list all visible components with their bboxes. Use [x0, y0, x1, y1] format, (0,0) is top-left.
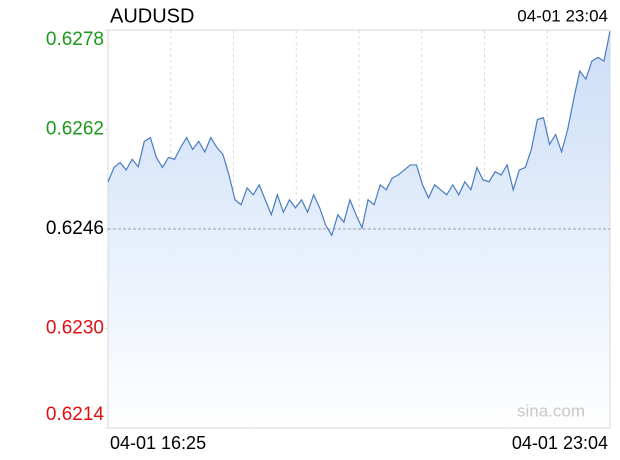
y-tick-label: 0.6262 — [46, 119, 104, 140]
y-tick-label: 0.6214 — [46, 404, 105, 425]
y-tick-label: 0.6246 — [46, 218, 104, 239]
timestamp: 04-01 23:04 — [517, 6, 608, 25]
price-line — [107, 31, 611, 237]
watermark: sina.com — [517, 401, 585, 420]
x-tick-label: 04-01 23:04 — [512, 433, 608, 453]
x-tick-label: 04-01 16:25 — [110, 433, 206, 453]
y-tick-label: 0.6278 — [46, 29, 104, 50]
y-tick-label: 0.6230 — [46, 318, 104, 339]
area-fill — [108, 31, 610, 429]
chart-title: AUDUSD — [110, 5, 194, 27]
